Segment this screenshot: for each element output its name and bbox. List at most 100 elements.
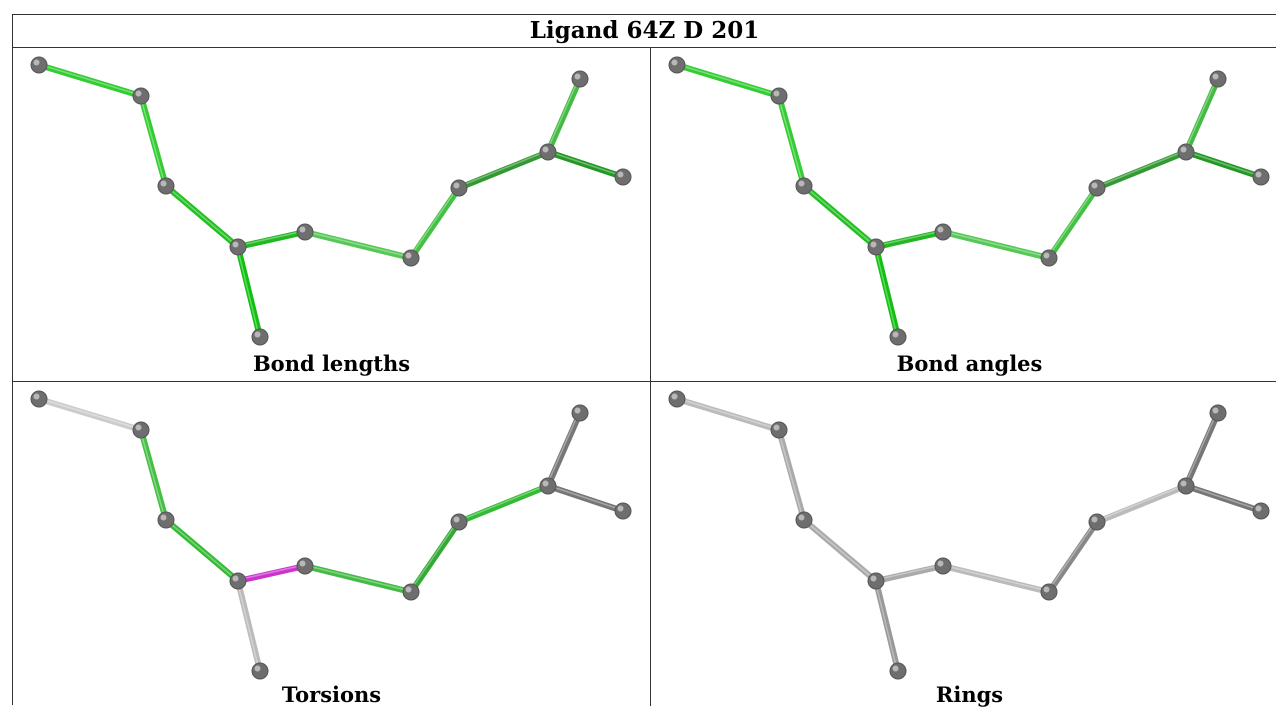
bond-highlight	[1095, 150, 1186, 188]
atom	[402, 583, 420, 601]
bond	[1046, 185, 1100, 261]
atom-shine	[135, 90, 142, 97]
atom-shine	[671, 59, 678, 66]
atom	[30, 390, 48, 408]
bond	[873, 229, 946, 250]
atom-shine	[1180, 146, 1187, 153]
atom-shine	[617, 171, 624, 178]
bond	[456, 483, 551, 525]
bond	[940, 229, 1052, 261]
bond-highlight	[236, 564, 305, 581]
bond-highlight	[303, 230, 411, 258]
panel-rings: Rings	[651, 382, 1276, 715]
panel-bond-lengths: Bond lengths	[13, 48, 650, 381]
bond	[1183, 483, 1264, 514]
atom-shine	[135, 424, 142, 431]
atom	[539, 477, 557, 495]
bond	[545, 483, 626, 514]
bond-highlight	[457, 484, 548, 522]
bond-highlight	[37, 63, 141, 96]
bond-highlight	[409, 186, 459, 258]
atom	[450, 179, 468, 197]
atom-shine	[574, 407, 581, 414]
bond-highlight	[675, 397, 779, 430]
atom	[934, 557, 952, 575]
atom-shine	[1091, 182, 1098, 189]
bond	[163, 183, 241, 250]
figure-title: Ligand 64Z D 201	[13, 15, 1276, 48]
atom-shine	[160, 514, 167, 521]
bond-highlight	[1184, 484, 1261, 511]
atom-shine	[870, 575, 877, 582]
atom	[1177, 143, 1195, 161]
atom-shine	[33, 59, 40, 66]
atom-shine	[33, 393, 40, 400]
atom	[1252, 502, 1270, 520]
molecule-bond-lengths	[30, 56, 632, 346]
atom-shine	[773, 90, 780, 97]
atom	[770, 421, 788, 439]
molecule-torsions	[30, 390, 632, 680]
atom-shine	[574, 73, 581, 80]
atom-shine	[1091, 516, 1098, 523]
atom-shine	[892, 331, 899, 338]
atom	[614, 502, 632, 520]
bond-highlight	[941, 564, 1049, 592]
atom-shine	[254, 665, 261, 672]
bond-highlight	[236, 245, 260, 337]
atom-shine	[232, 241, 239, 248]
caption-bond-lengths: Bond lengths	[252, 351, 411, 376]
atom	[296, 557, 314, 575]
bond	[873, 244, 901, 340]
atom	[157, 511, 175, 529]
atom	[668, 390, 686, 408]
bond-highlight	[1184, 77, 1218, 152]
atom-shine	[405, 586, 412, 593]
atom	[450, 513, 468, 531]
bond-highlight	[874, 245, 898, 337]
bond	[940, 563, 1052, 595]
bond	[456, 149, 551, 191]
atom-shine	[671, 393, 678, 400]
atom	[539, 143, 557, 161]
bond	[235, 244, 263, 340]
atom	[770, 87, 788, 105]
bond-highlight	[874, 564, 943, 581]
atom-shine	[1043, 252, 1050, 259]
bond	[36, 62, 144, 99]
atom	[795, 511, 813, 529]
bond	[674, 396, 782, 433]
bond	[873, 563, 946, 584]
bond	[1094, 149, 1189, 191]
atom-shine	[937, 226, 944, 233]
atom-shine	[453, 182, 460, 189]
bond-highlight	[941, 230, 1049, 258]
atom	[1209, 70, 1227, 88]
horizontal-divider	[13, 381, 1276, 382]
bond	[545, 149, 626, 180]
atom-shine	[232, 575, 239, 582]
atom	[229, 572, 247, 590]
atom	[1177, 477, 1195, 495]
atom	[889, 328, 907, 346]
caption-torsions: Torsions	[281, 682, 382, 707]
bond	[235, 229, 308, 250]
bond-highlight	[164, 518, 238, 581]
bond-highlight	[303, 564, 411, 592]
atom-shine	[1180, 480, 1187, 487]
atom	[1088, 513, 1106, 531]
bond	[138, 93, 169, 189]
atom	[132, 87, 150, 105]
bond-highlight	[546, 411, 580, 486]
bond	[302, 229, 414, 261]
caption-rings: Rings	[935, 682, 1004, 707]
atom-shine	[1212, 407, 1219, 414]
atom	[157, 177, 175, 195]
bond-highlight	[236, 230, 305, 247]
bond-highlight	[1047, 186, 1097, 258]
atom-shine	[798, 180, 805, 187]
bond-highlight	[1184, 150, 1261, 177]
bond	[545, 410, 583, 489]
bond-highlight	[164, 184, 238, 247]
atom-shine	[617, 505, 624, 512]
